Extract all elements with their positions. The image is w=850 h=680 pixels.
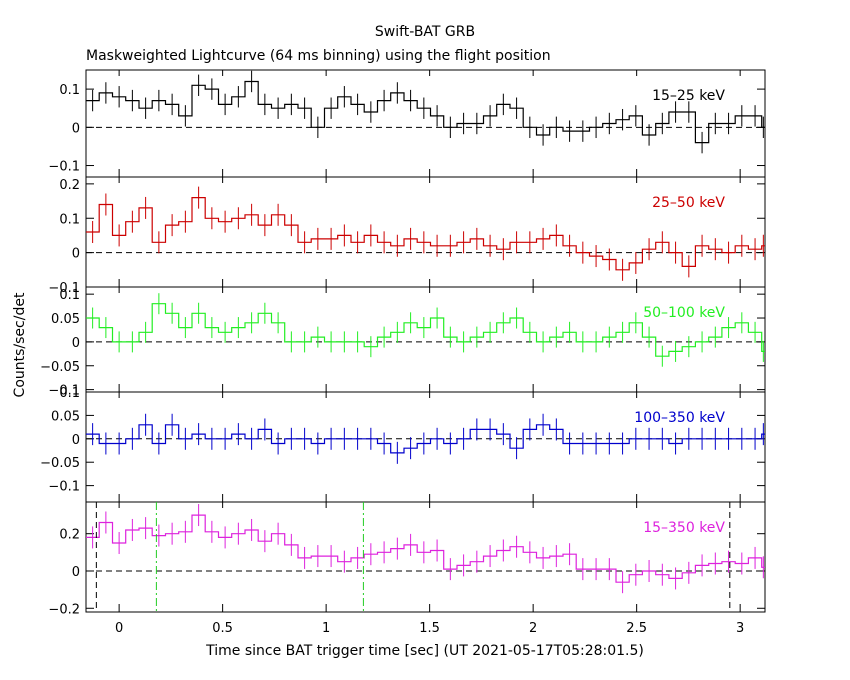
y-tick-label: 0 (72, 336, 80, 351)
panel-frame (85, 501, 766, 613)
y-tick-label: 0.2 (59, 528, 80, 543)
panel-label: 50–100 keV (643, 305, 725, 321)
panel-4: −0.1 −0.05 0 0.05 0.1 100–350 keV (40, 386, 766, 503)
panel-3: −0.1 −0.05 0 0.05 0.1 50–100 keV (40, 286, 766, 399)
y-tick-label: −0.1 (48, 281, 80, 296)
y-tick-label: 0.05 (51, 409, 80, 424)
panel-2: −0.1 0 0.1 0.2 25–50 keV (48, 176, 766, 296)
y-tick-label: −0.05 (40, 360, 80, 375)
chart-subtitle: Maskweighted Lightcurve (64 ms binning) … (86, 48, 551, 64)
panel-frame (85, 391, 766, 503)
panels-group: −0.100.1 15–25 keV−0.100.10.225–50 keV−0.… (40, 69, 766, 636)
y-tick-label: −0.1 (48, 384, 80, 399)
y-tick-label: −0.1 (48, 160, 80, 175)
y-tick-label: 0.1 (59, 83, 80, 98)
panel-1: −0.1 0 0.1 15–25 keV (48, 69, 766, 178)
panel-frame (85, 286, 766, 393)
series-line (86, 80, 765, 144)
chart-title: Swift-BAT GRB (375, 24, 475, 40)
y-axis-label: Counts/sec/det (12, 292, 28, 397)
panel-5: −0.2 0 0.2 15–350 keV 0 0.5 1 1.5 2 2.5 3 (48, 501, 766, 636)
y-tick-label: 0 (72, 247, 80, 262)
y-tick-label: −0.05 (40, 456, 80, 471)
panel-label: 15–350 keV (643, 520, 725, 536)
y-tick-label: 0 (72, 565, 80, 580)
panel-frame (85, 176, 766, 288)
panel-label: 100–350 keV (634, 410, 725, 426)
y-tick-label: 0.05 (51, 312, 80, 327)
series-line (86, 424, 765, 454)
y-tick-label: 0.1 (59, 386, 80, 401)
y-tick-label: −0.1 (48, 480, 80, 495)
x-tick-label: 0 (115, 621, 123, 636)
series-line (86, 303, 765, 357)
series-line (86, 514, 765, 583)
x-tick-label: 1.5 (419, 621, 440, 636)
y-tick-label: −0.2 (48, 602, 80, 617)
x-tick-label: 3 (736, 621, 744, 636)
x-axis-label: Time since BAT trigger time [sec] (UT 20… (205, 643, 644, 659)
x-tick-label: 1 (322, 621, 330, 636)
y-tick-label: 0.1 (59, 288, 80, 303)
y-tick-label: 0.2 (59, 178, 80, 193)
panel-label: 15–25 keV (652, 88, 725, 104)
x-tick-label: 2.5 (626, 621, 647, 636)
panel-label: 25–50 keV (652, 195, 725, 211)
y-tick-label: 0 (72, 121, 80, 136)
x-tick-label: 2 (529, 621, 537, 636)
x-tick-label: 0.5 (212, 621, 233, 636)
y-tick-label: 0 (72, 433, 80, 448)
series-line (86, 197, 765, 271)
y-tick-label: 0.1 (59, 212, 80, 227)
